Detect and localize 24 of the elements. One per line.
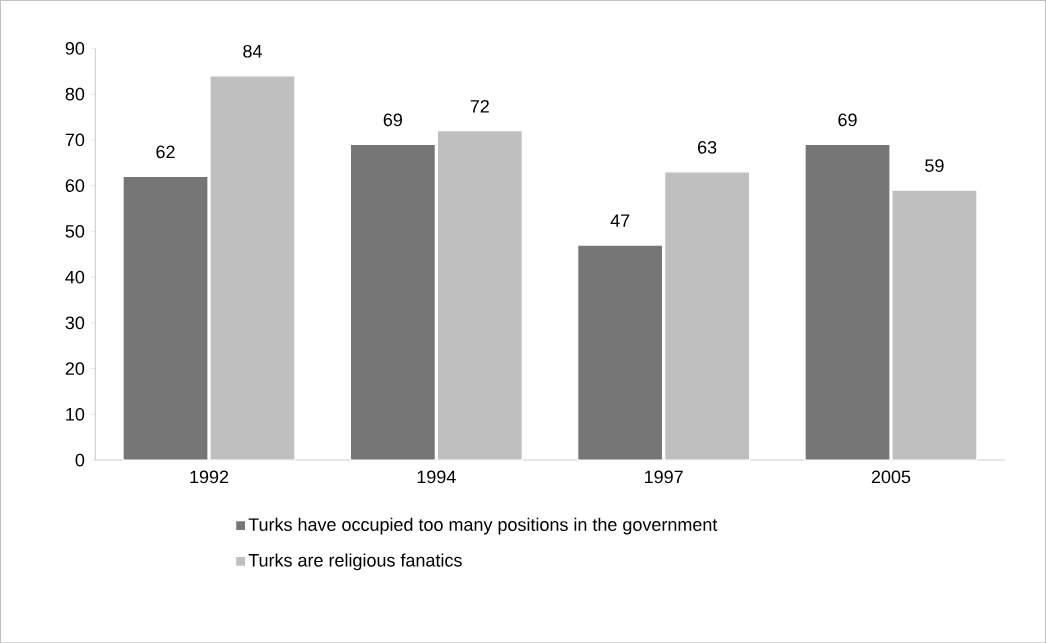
legend-label: Turks have occupied too many positions in the government [248,517,718,535]
y-tick-label: 90 [65,41,85,55]
x-tick-label: 2005 [871,470,911,484]
y-tick-label: 50 [65,224,85,238]
data-label: 63 [698,140,717,154]
data-label: 59 [925,159,944,172]
x-tick-label: 1994 [417,470,456,484]
y-tick-label: 40 [65,270,85,284]
data-label: 69 [383,113,402,127]
data-label: 84 [243,44,262,58]
x-tick-label: 1997 [645,470,683,484]
y-tick-label: 80 [65,87,85,101]
y-tick-label: 10 [66,407,85,421]
y-tick-label: 70 [65,133,85,147]
y-tick-label: 30 [65,316,85,330]
data-label: 72 [470,99,489,113]
y-tick-label: 20 [65,362,85,375]
legend-label: Turks are religious fanatics [248,553,462,571]
data-label: 69 [838,113,857,127]
x-tick-label: 1992 [190,470,229,484]
data-label: 47 [610,214,630,227]
y-tick-label: 0 [75,453,85,467]
y-tick-label: 60 [65,179,85,192]
data-label: 62 [156,145,175,159]
